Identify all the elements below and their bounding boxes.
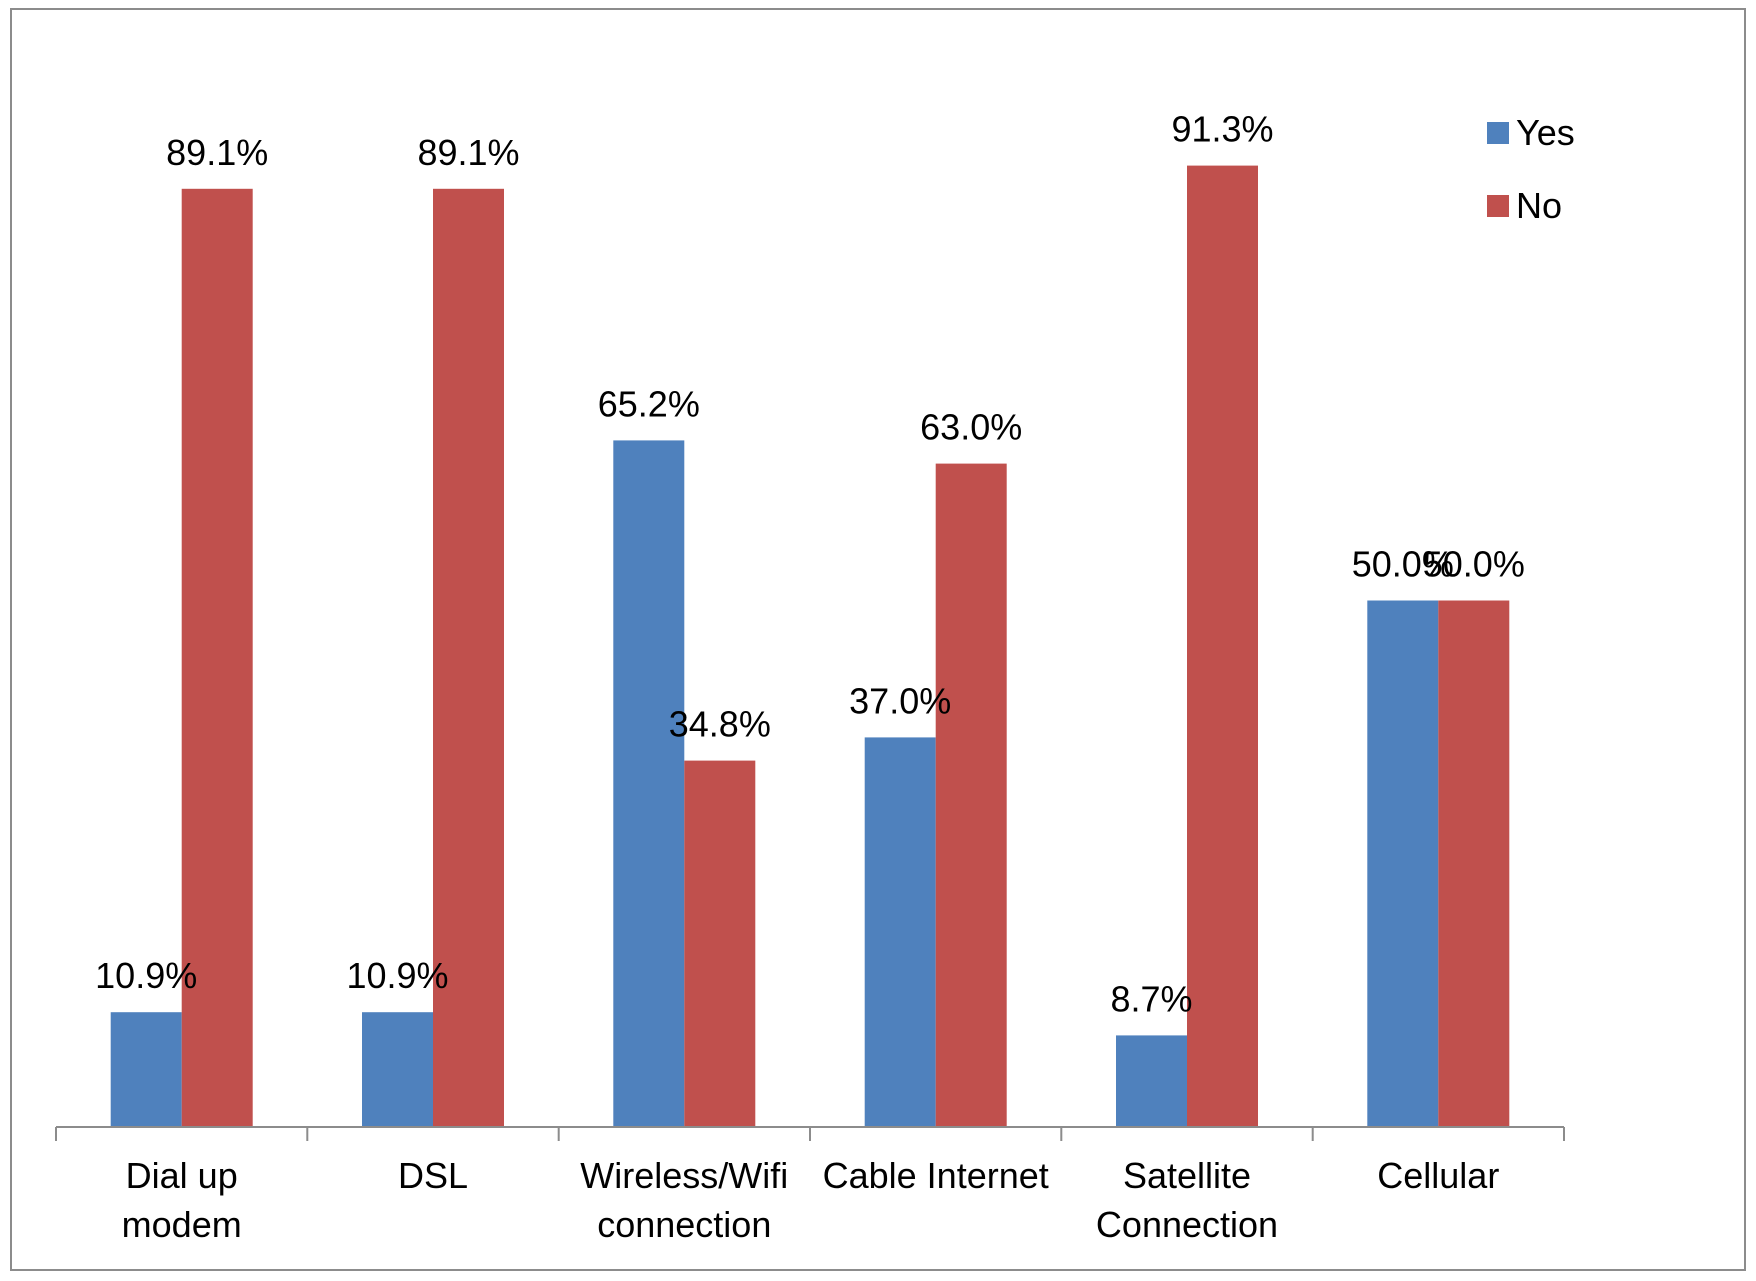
category-label-line: Connection [1096,1204,1278,1245]
category-label-dsl: DSL [398,1155,468,1196]
data-label-yes-satellite-connection: 8.7% [1110,978,1192,1019]
bar-yes-dial-up-modem [110,1012,182,1127]
bar-chart: 10.9% 89.1% 10.9% 89.1% 65.2% 34.8% 37.0% 63.0%… [55,109,1575,1245]
legend-swatch-yes [1487,122,1509,144]
bar-yes-dsl [362,1012,433,1127]
category-labels: Dial up modem DSL Wireless/Wifi connection Ca… [122,1155,1500,1245]
bar-yes-wireless-wifi-connection [613,440,685,1127]
bar-no-dial-up-modem [181,188,253,1128]
bar-no-satellite-connection [1187,165,1258,1128]
data-label-yes-cellular: 50.0% [1352,544,1454,585]
data-label-yes-cable-internet: 37.0% [849,680,951,721]
legend-label-no: No [1516,185,1562,226]
x-axis [55,1126,1565,1141]
data-label-no-dsl: 89.1% [417,132,519,173]
category-label-line: Satellite [1123,1155,1251,1196]
legend-swatch-no [1487,195,1509,217]
legend: Yes No [1487,112,1575,226]
category-label-line: connection [597,1204,771,1245]
data-label-no-cellular: 50.0% [1423,544,1525,585]
category-label-line: modem [122,1204,242,1245]
data-label-yes-wireless-wifi-connection: 65.2% [598,383,700,424]
bar-no-cellular [1438,600,1510,1127]
category-label-line: DSL [398,1155,468,1196]
category-label-cable-internet: Cable Internet [823,1155,1049,1196]
data-label-no-wireless-wifi-connection: 34.8% [669,704,771,745]
category-label-line: Dial up [126,1155,238,1196]
category-label-cellular: Cellular [1377,1155,1499,1196]
data-label-yes-dsl: 10.9% [346,955,448,996]
category-label-line: Cellular [1377,1155,1499,1196]
data-label-no-cable-internet: 63.0% [920,407,1022,448]
data-label-no-satellite-connection: 91.3% [1171,109,1273,150]
chart-frame: 10.9% 89.1% 10.9% 89.1% 65.2% 34.8% 37.0% 63.0%… [10,8,1746,1271]
bar-no-wireless-wifi-connection [684,760,756,1127]
bar-no-cable-internet [935,463,1007,1128]
data-label-no-dial-up-modem: 89.1% [166,132,268,173]
bar-yes-cable-internet [864,737,936,1127]
legend-label-yes: Yes [1516,112,1575,153]
bar-yes-satellite-connection [1116,1035,1187,1127]
bar-no-dsl [433,188,504,1128]
data-label-yes-dial-up-modem: 10.9% [95,955,197,996]
category-label-dial-up-modem: Dial up modem [122,1155,242,1245]
category-label-satellite-connection: Satellite Connection [1096,1155,1278,1245]
data-labels-layer: 10.9% 89.1% 10.9% 89.1% 65.2% 34.8% 37.0% 63.0%… [95,109,1525,1020]
category-label-line: Cable Internet [823,1155,1049,1196]
category-label-wireless-wifi-connection: Wireless/Wifi connection [580,1155,788,1245]
bar-yes-cellular [1367,600,1439,1127]
bars-layer [110,165,1510,1128]
category-label-line: Wireless/Wifi [580,1155,788,1196]
